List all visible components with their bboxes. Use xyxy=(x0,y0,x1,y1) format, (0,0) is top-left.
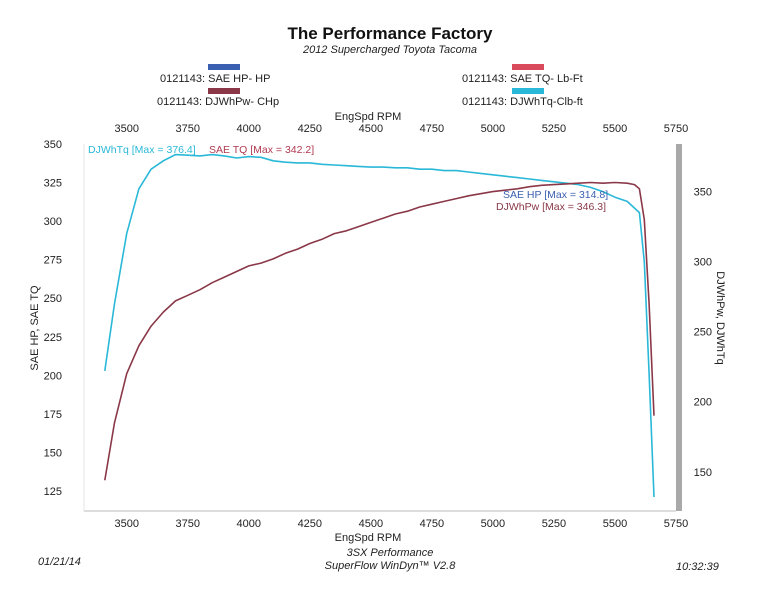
series-line-djwhtq xyxy=(104,153,655,498)
x-axis-label-top: EngSpd RPM xyxy=(335,111,402,123)
y-tick-label-left: 225 xyxy=(44,332,62,344)
x-tick-label-top: 5500 xyxy=(603,123,627,135)
x-tick-label-bottom: 4250 xyxy=(298,518,322,530)
y-tick-label-right: 300 xyxy=(694,257,712,269)
y-tick-label-left: 125 xyxy=(44,486,62,498)
x-tick-label-bottom: 3500 xyxy=(114,518,138,530)
page-subtitle: 2012 Supercharged Toyota Tacoma xyxy=(302,44,478,56)
x-tick-label-top: 4500 xyxy=(359,123,383,135)
x-tick-label-top: 3750 xyxy=(176,123,200,135)
y-tick-label-left: 300 xyxy=(44,216,62,228)
x-tick-label-bottom: 5250 xyxy=(542,518,566,530)
y-tick-label-left: 325 xyxy=(44,178,62,190)
x-tick-label-top: 5250 xyxy=(542,123,566,135)
x-tick-label-bottom: 4000 xyxy=(237,518,261,530)
legend-label-djwhpw: 0121143: DJWhPw- CHp xyxy=(157,96,280,108)
legend-swatch-sae-hp xyxy=(208,64,240,70)
y-tick-label-left: 250 xyxy=(44,293,62,305)
x-tick-label-top: 5000 xyxy=(481,123,505,135)
legend-swatch-djwhtq xyxy=(512,88,544,94)
legend-swatch-djwhpw xyxy=(208,88,240,94)
annotation-djwhtq-max: DJWhTq [Max = 376.4] xyxy=(88,144,196,156)
plot-frame xyxy=(83,144,682,512)
y-tick-label-right: 200 xyxy=(694,397,712,409)
x-tick-label-top: 4750 xyxy=(420,123,444,135)
annotation-sae-hp-max: SAE HP [Max = 314.8] xyxy=(503,189,608,201)
x-tick-label-bottom: 5500 xyxy=(603,518,627,530)
page-title: The Performance Factory xyxy=(287,24,493,43)
x-tick-label-top: 4000 xyxy=(237,123,261,135)
y-tick-label-right: 150 xyxy=(694,467,712,479)
footer-software: SuperFlow WinDyn™ V2.8 xyxy=(324,560,456,572)
y-tick-label-right: 350 xyxy=(694,187,712,199)
y-tick-label-left: 275 xyxy=(44,255,62,267)
y-tick-label-left: 200 xyxy=(44,370,62,382)
x-tick-label-bottom: 4750 xyxy=(420,518,444,530)
x-tick-label-top: 4250 xyxy=(298,123,322,135)
series-line-djwhpw xyxy=(104,181,655,481)
y-tick-label-left: 175 xyxy=(44,409,62,421)
y-tick-label-right: 250 xyxy=(694,327,712,339)
y-tick-label-left: 150 xyxy=(44,447,62,459)
y-tick-label-left: 350 xyxy=(44,139,62,151)
x-tick-label-bottom: 5000 xyxy=(481,518,505,530)
legend-label-sae-hp: 0121143: SAE HP- HP xyxy=(160,73,271,85)
annotation-sae-tq-max: SAE TQ [Max = 342.2] xyxy=(209,144,314,156)
y-axis-left-ticks: 125 150 175 200 225 250 275 300 325 350 xyxy=(44,139,62,498)
legend-swatch-sae-tq xyxy=(512,64,544,70)
footer-time: 10:32:39 xyxy=(676,561,719,573)
x-axis-label-bottom: EngSpd RPM xyxy=(335,532,402,544)
footer-company: 3SX Performance xyxy=(346,547,434,559)
y-axis-right-ticks: 150 200 250 300 350 xyxy=(694,187,712,479)
annotation-djwhpw-max: DJWhPw [Max = 346.3] xyxy=(496,201,606,213)
right-axis-bar xyxy=(676,144,682,511)
x-tick-label-bottom: 3750 xyxy=(176,518,200,530)
series-lines xyxy=(104,153,655,498)
x-tick-label-bottom: 4500 xyxy=(359,518,383,530)
x-tick-label-bottom: 5750 xyxy=(664,518,688,530)
x-axis-bottom-ticks: 3500 3750 4000 4250 4500 4750 5000 5250 5500 5750 xyxy=(114,518,688,530)
y-axis-label-left: SAE HP, SAE TQ xyxy=(29,285,41,371)
footer-date: 01/21/14 xyxy=(38,556,81,568)
x-tick-label-top: 3500 xyxy=(114,123,138,135)
x-tick-label-top: 5750 xyxy=(664,123,688,135)
x-axis-top-ticks: 3500 3750 4000 4250 4500 4750 5000 5250 5500 5750 xyxy=(114,123,688,135)
legend-label-djwhtq: 0121143: DJWhTq-Clb-ft xyxy=(462,96,583,108)
y-axis-label-right: DJWhPw, DJWhTq xyxy=(714,271,726,365)
legend-label-sae-tq: 0121143: SAE TQ- Lb-Ft xyxy=(462,73,583,85)
